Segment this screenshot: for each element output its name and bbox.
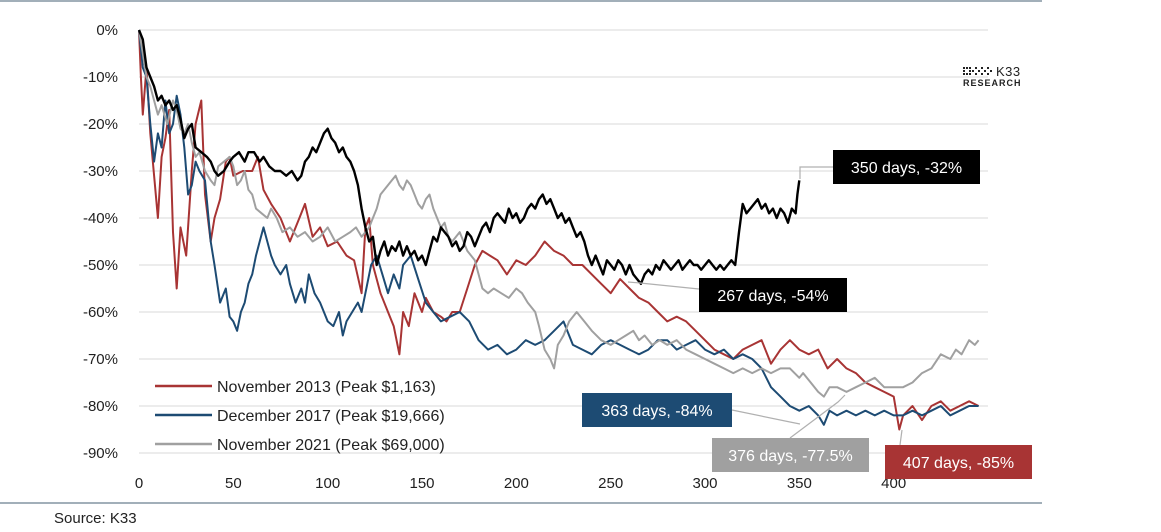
callout-text: 376 days, -77.5% xyxy=(728,448,853,465)
callout-text: 350 days, -32% xyxy=(851,160,962,177)
callout-leader-0 xyxy=(799,166,833,179)
callout-box xyxy=(582,393,732,427)
series-line-dec2017 xyxy=(138,29,979,426)
y-tick-label: -90% xyxy=(83,445,118,462)
y-tick-label: -80% xyxy=(83,398,118,415)
x-tick-label: 300 xyxy=(692,475,717,492)
y-tick-label: -10% xyxy=(83,69,118,86)
callout-leader-1 xyxy=(627,281,700,290)
y-tick-label: -30% xyxy=(83,163,118,180)
legend-label: December 2017 (Peak $19,666) xyxy=(217,408,445,425)
x-tick-label: 400 xyxy=(881,475,906,492)
logo-name: K33 xyxy=(996,64,1021,79)
y-axis-ticks: 0% -10% -20% -30% -40% -50% -60% -70% -80% -90% xyxy=(83,22,118,462)
x-tick-label: 0 xyxy=(135,475,143,492)
x-axis-ticks: 0 50 100 150 200 250 300 350 400 xyxy=(135,475,906,492)
callout-leader-3 xyxy=(789,394,846,439)
x-tick-label: 250 xyxy=(598,475,623,492)
x-tick-label: 200 xyxy=(504,475,529,492)
callout-text: 407 days, -85% xyxy=(903,455,1014,472)
k33-logo-mark-icon xyxy=(963,66,992,75)
y-tick-label: -50% xyxy=(83,257,118,274)
y-tick-label: -60% xyxy=(83,304,118,321)
source-note: Source: K33 xyxy=(54,510,137,527)
x-tick-label: 50 xyxy=(225,475,242,492)
x-tick-label: 350 xyxy=(787,475,812,492)
y-tick-label: -70% xyxy=(83,351,118,368)
y-tick-label: -20% xyxy=(83,116,118,133)
k33-logo: K33 RESEARCH xyxy=(963,64,1043,88)
series-line-current xyxy=(137,29,801,285)
series-line-nov2021 xyxy=(138,29,980,398)
callout-text: 267 days, -54% xyxy=(717,288,828,305)
callout-leader-4 xyxy=(899,429,903,446)
callout-box xyxy=(833,150,980,184)
series-line-nov2013 xyxy=(138,29,980,431)
series-lines xyxy=(137,29,980,431)
y-tick-label: -40% xyxy=(83,210,118,227)
legend-label: November 2021 (Peak $69,000) xyxy=(217,437,445,454)
x-tick-label: 100 xyxy=(315,475,340,492)
x-tick-label: 150 xyxy=(409,475,434,492)
callout-box xyxy=(699,278,847,312)
callout-text: 363 days, -84% xyxy=(601,403,712,420)
callout-leader-lines xyxy=(627,166,903,446)
legend: November 2013 (Peak $1,163) December 2017… xyxy=(155,379,445,454)
callout-box xyxy=(885,445,1032,479)
callout-labels: 350 days, -32% 267 days, -54% 363 days, -8… xyxy=(582,150,1032,479)
logo-subtitle: RESEARCH xyxy=(963,78,1022,88)
callout-leader-2 xyxy=(731,409,801,425)
legend-label: November 2013 (Peak $1,163) xyxy=(217,379,436,396)
callout-box xyxy=(712,438,869,472)
y-tick-label: 0% xyxy=(96,22,118,39)
